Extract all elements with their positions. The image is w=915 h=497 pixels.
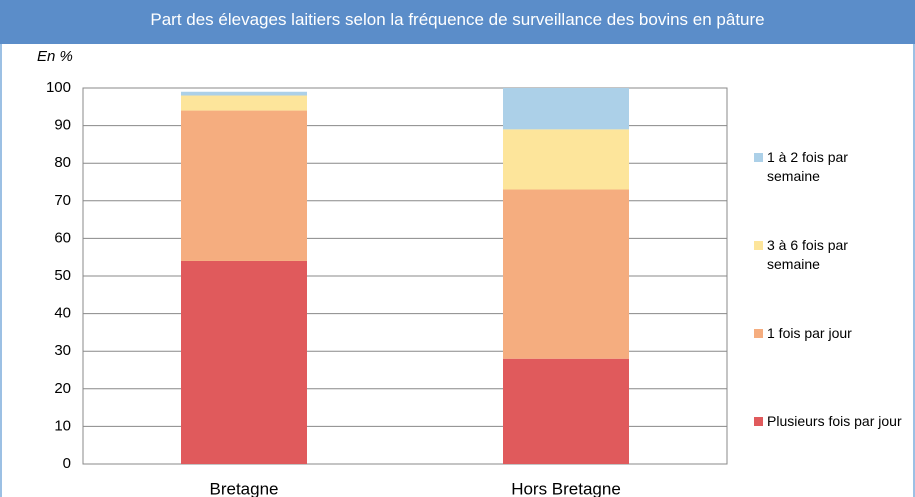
x-tick-label: Hors Bretagne [511, 479, 621, 497]
header [0, 0, 915, 44]
bar-segment [503, 189, 629, 359]
chart-subtitle: Part des élevages laitiers selon la fréq… [150, 10, 765, 29]
y-axis-label: En % [37, 48, 73, 65]
x-tick-label: Bretagne [210, 479, 279, 497]
y-tick-label: 90 [54, 117, 71, 134]
y-tick-label: 30 [54, 342, 71, 359]
legend-swatch [754, 329, 763, 338]
legend-label: 3 à 6 fois par semaine [767, 237, 848, 272]
frame [0, 44, 915, 497]
legend-label: Plusieurs fois par jour [767, 413, 902, 429]
y-tick-label: 40 [54, 305, 71, 322]
bar-segment [503, 358, 629, 464]
bar-segment [181, 110, 307, 261]
plot-frame [82, 87, 728, 465]
y-tick-label: 100 [46, 79, 71, 96]
y-tick-label: 10 [54, 417, 71, 434]
y-tick-label: 20 [54, 380, 71, 397]
bar-segment [181, 91, 307, 96]
y-tick-label: 0 [63, 455, 71, 472]
bar-segment [181, 95, 307, 111]
y-tick-label: 80 [54, 154, 71, 171]
legend-label: 1 à 2 fois par semaine [767, 149, 848, 184]
y-tick-label: 70 [54, 192, 71, 209]
y-tick-label: 50 [54, 267, 71, 284]
legend-swatch [754, 153, 763, 162]
legend-swatch [754, 417, 763, 426]
bar-segment [503, 129, 629, 190]
legend-swatch [754, 241, 763, 250]
y-tick-label: 60 [54, 229, 71, 246]
bar-segment [503, 88, 629, 130]
bar-segment [181, 260, 307, 464]
legend-label: 1 fois par jour [767, 325, 852, 341]
